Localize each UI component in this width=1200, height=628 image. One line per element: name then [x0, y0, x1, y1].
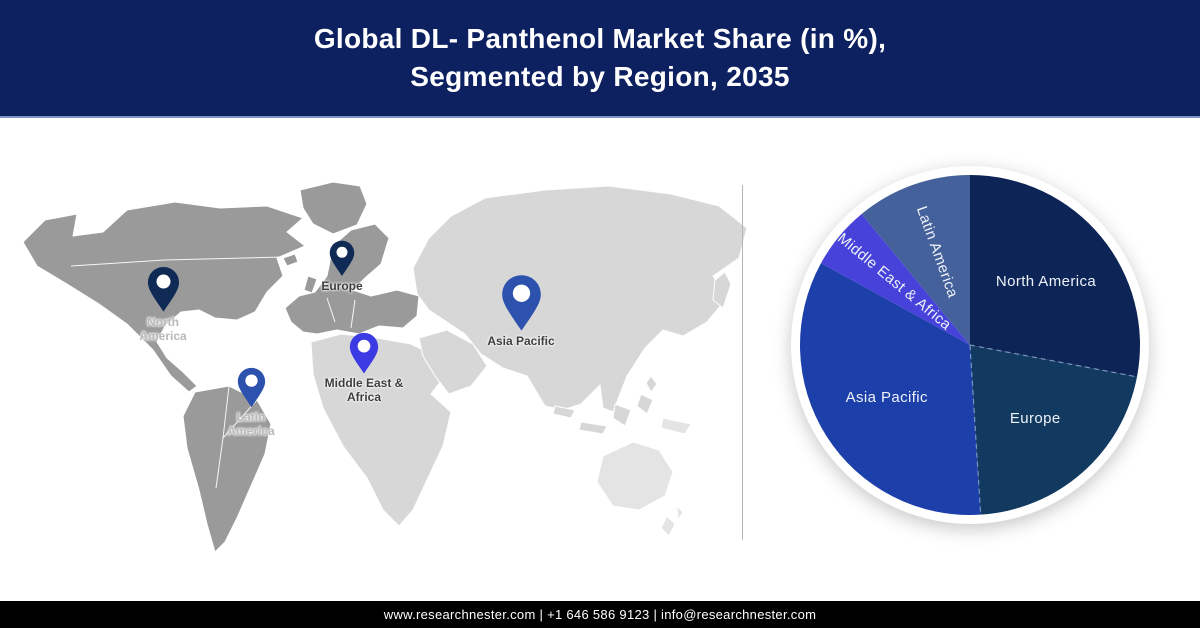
pie-slice-middle-east-africa	[821, 214, 970, 345]
landmass-iceland	[282, 253, 299, 267]
island-borneo	[612, 403, 632, 427]
location-pin-icon	[147, 267, 179, 313]
pie-slice-north-america	[970, 174, 1140, 377]
footer-bar: www.researchnester.com | +1 646 586 9123…	[0, 601, 1200, 628]
pie-chart-area: North America Europe Asia Pacific Middle Ea…	[791, 166, 1149, 524]
map-label-latin-america: Latin America	[227, 410, 275, 438]
landmass-uk	[303, 275, 318, 294]
map-label-north-america: North America	[139, 315, 187, 343]
footer-contact-text: www.researchnester.com | +1 646 586 9123…	[383, 607, 817, 622]
pie-dashed-boundary	[969, 344, 982, 515]
map-pin-middle-east-africa	[349, 332, 379, 374]
island-new-guinea	[660, 417, 692, 435]
pie-slice-latin-america	[861, 175, 970, 345]
landmass-europe	[284, 223, 420, 335]
map-pin-asia-pacific	[501, 274, 542, 332]
location-pin-icon	[501, 275, 541, 331]
header-banner: Global DL- Panthenol Market Share (in %)…	[0, 0, 1200, 118]
map-label-asia-pacific: Asia Pacific	[487, 334, 555, 348]
landmass-asia	[412, 185, 748, 413]
landmass-greenland	[299, 181, 368, 235]
map-label-europe: Europe	[321, 279, 363, 293]
page-title-line-2: Segmented by Region, 2035	[410, 61, 790, 92]
pie-label-asia-pacific: Asia Pacific	[846, 389, 928, 406]
world-map	[22, 181, 748, 553]
landmass-south-america	[182, 385, 272, 553]
section-divider	[742, 185, 743, 540]
landmass-australia	[596, 441, 674, 511]
border-us-canada	[70, 256, 284, 267]
location-pin-icon	[329, 241, 355, 277]
border-europe-2	[350, 299, 356, 329]
map-pin-latin-america	[237, 367, 266, 408]
island-new-zealand-north	[676, 505, 684, 521]
pie-slice-europe	[970, 345, 1137, 515]
location-pin-icon	[349, 332, 379, 374]
border-europe-1	[326, 297, 336, 323]
landmass-africa	[310, 333, 452, 527]
pie-slice-asia-pacific	[800, 263, 981, 515]
pie-label-north-america: North America	[996, 273, 1096, 290]
page-title-line-1: Global DL- Panthenol Market Share (in %)…	[313, 23, 887, 54]
island-new-zealand-south	[660, 515, 676, 537]
map-pin-north-america	[147, 266, 180, 313]
pie-label-europe: Europe	[1010, 410, 1061, 427]
location-pin-icon	[237, 367, 265, 408]
landmass-japan	[712, 271, 732, 309]
landmass-middle-east	[418, 329, 488, 395]
island-sumatra	[552, 405, 576, 419]
island-sulawesi	[636, 393, 654, 415]
island-philippines	[645, 375, 658, 393]
map-pin-europe	[329, 240, 355, 277]
pie-dashed-boundary	[969, 344, 1138, 378]
island-java	[578, 421, 608, 435]
map-label-middle-east-africa: Middle East & Africa	[324, 376, 404, 404]
border-us-mexico	[162, 319, 216, 331]
